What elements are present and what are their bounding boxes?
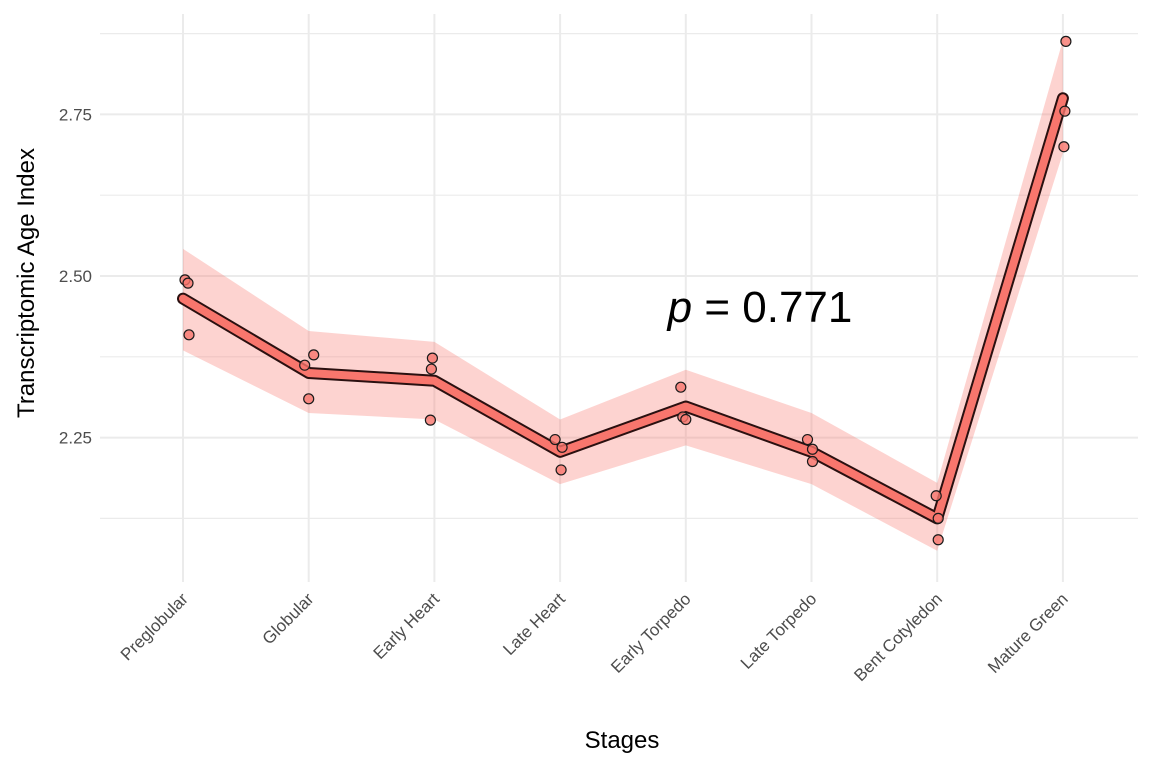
data-point [806,455,819,468]
data-point [1060,35,1072,47]
y-tick-labels: 2.25 2.50 2.75 [59,105,92,447]
data-point [801,433,814,446]
y-tick-label: 2.75 [59,105,92,124]
data-point [1058,141,1070,153]
data-point [675,381,687,393]
x-tick-label: Late Heart [499,589,569,659]
data-point [930,490,942,502]
data-point [556,441,568,453]
x-tick-label: Mature Green [984,589,1072,677]
data-point [424,414,436,426]
data-point [303,393,315,405]
x-tick-labels: Preglobular Globular Early Heart Late Heart… [117,589,1072,685]
data-point [308,349,320,361]
y-axis-title: Transcriptomic Age Index [13,148,40,418]
p-symbol: p [666,283,692,332]
mean-line-outline [179,94,1067,523]
data-point [299,359,311,371]
data-points [179,35,1072,546]
x-tick-label: Preglobular [117,589,192,664]
data-point [555,464,567,476]
y-tick-label: 2.25 [59,429,92,448]
data-point [182,277,194,289]
x-tick-label: Early Heart [370,589,444,663]
confidence-ribbon [183,40,1063,551]
x-tick-label: Late Torpedo [737,589,820,672]
data-point [549,433,561,446]
x-tick-label: Bent Cotyledon [850,589,946,685]
data-point [680,413,692,426]
data-point [183,329,195,341]
x-tick-label: Globular [259,589,318,648]
p-value-text: = 0.771 [692,283,852,332]
grid [100,14,1138,582]
data-point [426,352,438,364]
data-point [806,443,819,455]
y-tick-label: 2.50 [59,267,92,286]
data-point [425,363,437,375]
data-point [932,512,944,525]
x-tick-label: Early Torpedo [607,589,694,676]
data-point [932,534,944,546]
data-point [1059,105,1071,117]
x-axis-title: Stages [585,727,660,754]
p-value-annotation: p = 0.771 [666,283,853,332]
